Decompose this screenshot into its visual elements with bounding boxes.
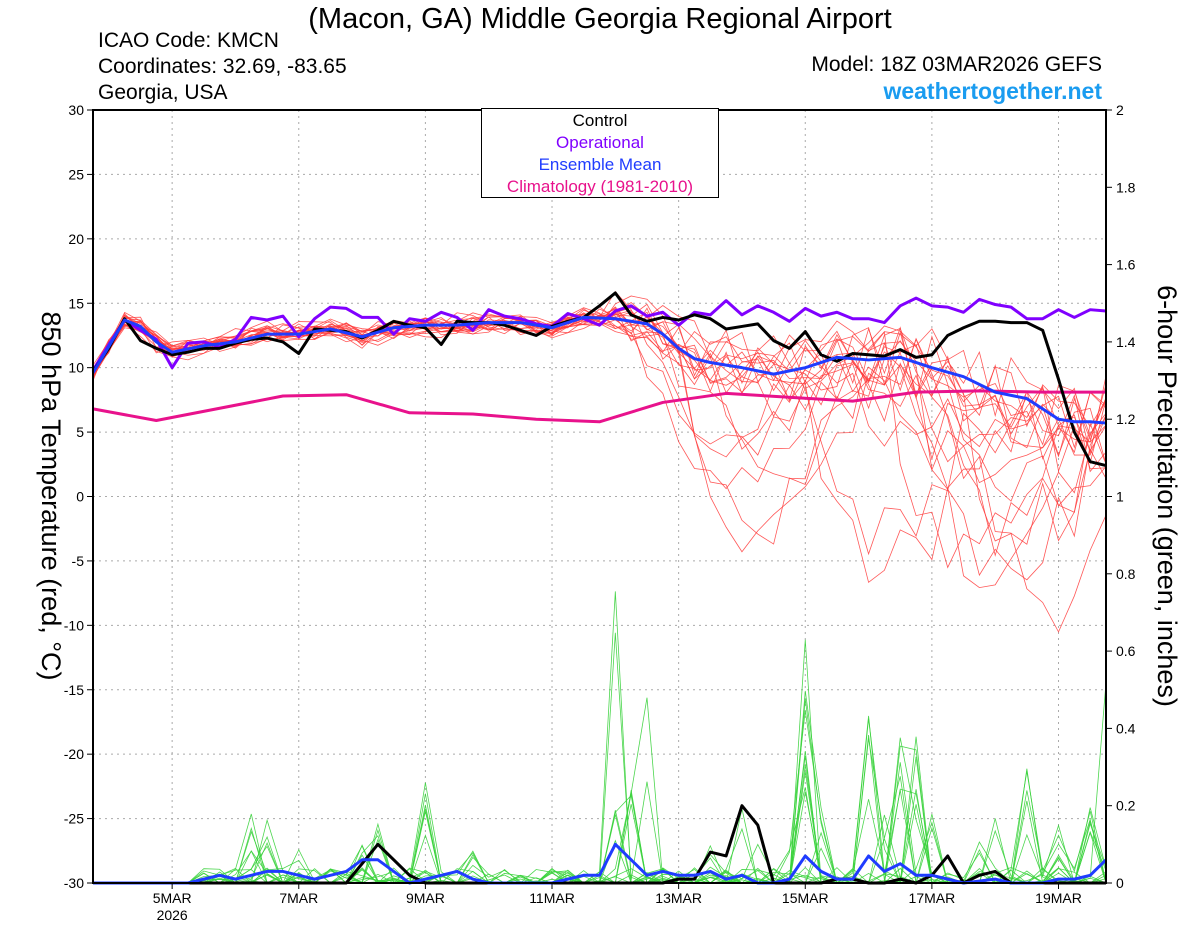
legend-operational: Operational: [556, 133, 644, 152]
left-tick-label: 25: [68, 166, 84, 182]
ticks-layer: 302520151050-5-10-15-20-25-3021.81.61.41…: [64, 102, 1136, 923]
model-run: Model: 18Z 03MAR2026 GEFS: [811, 53, 1102, 76]
x-tick-label: 7MAR: [279, 890, 318, 906]
left-tick-label: -5: [72, 553, 85, 569]
x-tick-label: 19MAR: [1035, 890, 1082, 906]
right-tick-label: 1.8: [1116, 179, 1136, 195]
left-axis-title: 850 hPa Temperature (red, °C): [36, 312, 66, 681]
right-axis-title: 6-hour Precipitation (green, inches): [1152, 285, 1182, 707]
legend-ensemble-mean: Ensemble Mean: [538, 155, 662, 174]
climatology-1981-2010-line: [92, 389, 1106, 424]
temperature-member-line: [92, 305, 1107, 633]
precipitation-member-line: [93, 715, 1107, 884]
left-tick-label: 15: [68, 295, 84, 311]
left-tick-label: -20: [64, 746, 84, 762]
legend: Control Operational Ensemble Mean Climat…: [481, 108, 719, 198]
temperature-member-line: [92, 311, 1107, 589]
right-tick-label: 0.8: [1116, 566, 1136, 582]
coordinates: Coordinates: 32.69, -83.65: [98, 55, 347, 78]
precipitation-member-line: [93, 639, 1107, 884]
x-tick-sublabel: 2026: [157, 907, 188, 923]
series-layer: [91, 291, 1108, 885]
right-tick-label: 0.4: [1116, 720, 1136, 736]
x-tick-label: 9MAR: [406, 890, 445, 906]
left-tick-label: -30: [64, 875, 84, 891]
right-tick-label: 1.4: [1116, 334, 1136, 350]
legend-control: Control: [572, 111, 628, 130]
temperature-member-line: [92, 310, 1107, 545]
legend-climatology: Climatology (1981-2010): [506, 177, 694, 196]
right-tick-label: 0.6: [1116, 643, 1136, 659]
x-tick-label: 13MAR: [655, 890, 702, 906]
right-tick-label: 1.2: [1116, 411, 1136, 427]
site-link[interactable]: weathertogether.net: [883, 78, 1102, 104]
left-tick-label: 5: [76, 424, 84, 440]
temperature-member-line: [92, 307, 1107, 581]
right-tick-label: 0: [1116, 875, 1124, 891]
precipitation-member-line: [93, 710, 1107, 884]
right-tick-label: 0.2: [1116, 798, 1136, 814]
precipitation-member-line: [93, 690, 1107, 884]
left-tick-label: -10: [64, 617, 84, 633]
left-tick-label: 30: [68, 102, 84, 118]
region: Georgia, USA: [98, 81, 228, 104]
control-precipitation-line: [93, 804, 1106, 885]
temperature-member-line: [92, 303, 1107, 584]
precipitation-member-line: [93, 738, 1107, 884]
grid-layer: [93, 110, 1106, 883]
control-line: [91, 291, 1107, 468]
left-tick-label: -25: [64, 811, 84, 827]
right-tick-label: 1: [1116, 489, 1124, 505]
page-title: (Macon, GA) Middle Georgia Regional Airp…: [308, 3, 892, 35]
right-tick-label: 1.6: [1116, 257, 1136, 273]
operational-line: [91, 296, 1107, 372]
temperature-member-line: [92, 311, 1107, 553]
precipitation-member-line: [93, 632, 1107, 885]
left-tick-label: 20: [68, 231, 84, 247]
ensemble-mean-precipitation-line: [93, 842, 1108, 885]
x-tick-label: 15MAR: [782, 890, 829, 906]
left-tick-label: 10: [68, 360, 84, 376]
x-tick-label: 11MAR: [529, 890, 575, 906]
precipitation-member-line: [93, 697, 1107, 884]
precipitation-member-line: [93, 745, 1107, 884]
left-tick-label: 0: [76, 489, 84, 505]
ensemble-members-layer: [92, 290, 1107, 885]
left-tick-label: -15: [64, 682, 84, 698]
x-tick-label: 17MAR: [909, 890, 956, 906]
temperature-member-line: [92, 308, 1107, 471]
precipitation-member-line: [93, 591, 1107, 884]
x-tick-label: 5MAR: [153, 890, 192, 906]
ensemble-mean-line: [91, 315, 1107, 425]
icao-code: ICAO Code: KMCN: [98, 29, 279, 52]
right-tick-label: 2: [1116, 102, 1124, 118]
precipitation-member-line: [93, 698, 1107, 884]
